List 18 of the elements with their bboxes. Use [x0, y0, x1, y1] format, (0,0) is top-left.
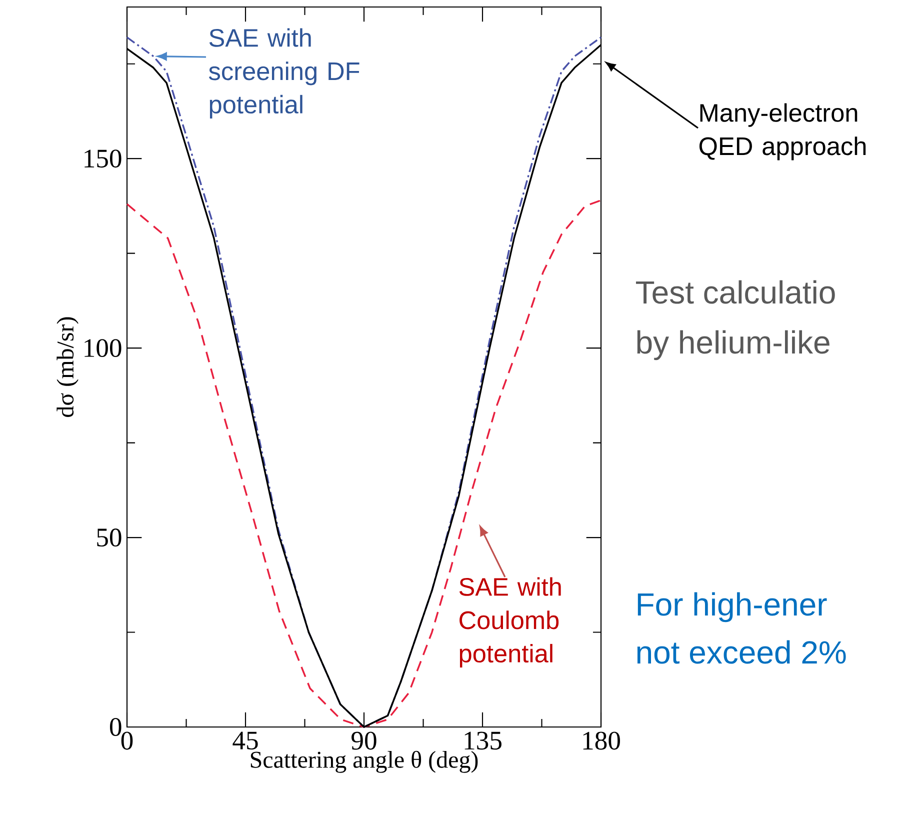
text: not exceed 2% — [637, 640, 846, 664]
text: Many-electron QED approach — [699, 103, 866, 160]
x-tick-label: 0 — [121, 732, 133, 750]
x-tick-label: 135 — [464, 732, 502, 750]
y-tick-label: 100 — [84, 339, 122, 358]
y-tick-label: 0 — [110, 718, 122, 736]
x-tick-label: 90 — [352, 732, 376, 750]
text: For high-ener — [638, 592, 827, 622]
x-tick-label: 180 — [583, 732, 620, 750]
y-tick-label: 50 — [97, 528, 122, 547]
x-axis-title: Scattering angle θ (deg) — [250, 750, 478, 773]
y-tick-label: 150 — [84, 150, 122, 168]
annotation: SAE with screening DF potential — [208, 28, 360, 119]
text: Test calculatio — [636, 280, 835, 304]
y-axis-title: dσ (mb/sr) — [56, 317, 78, 417]
text: by helium-like — [637, 330, 830, 360]
annotation: SAE with Coulomb potential — [459, 577, 561, 668]
x-tick-label: 45 — [232, 732, 258, 750]
